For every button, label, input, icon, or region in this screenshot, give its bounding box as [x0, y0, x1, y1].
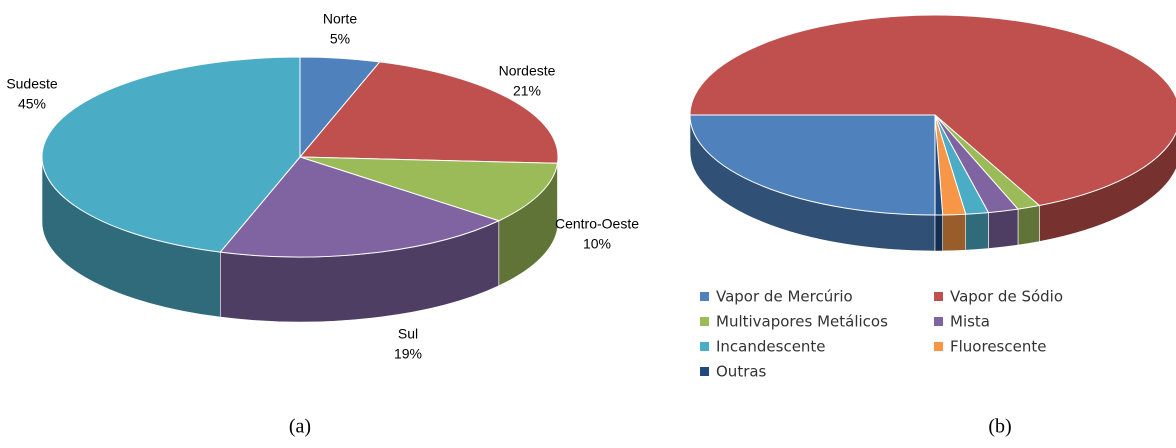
caption: (b): [988, 416, 1011, 438]
legend-label: Vapor de Mercúrio: [716, 288, 853, 306]
legend-swatch: [934, 317, 943, 326]
legend-label: Fluorescente: [950, 338, 1046, 356]
legend-swatch: [934, 342, 943, 351]
legend-swatch: [700, 317, 709, 326]
slice-label: Sudeste: [6, 76, 58, 92]
pie-side: [988, 208, 1019, 249]
pie-slice: [689, 114, 936, 216]
value-label: 5%: [330, 31, 350, 47]
legend-swatch: [700, 367, 709, 376]
value-label: 19%: [394, 346, 422, 362]
value-label: 45%: [18, 96, 46, 112]
legend-label: Incandescente: [716, 338, 826, 356]
slice-label: Norte: [323, 11, 357, 27]
legend-swatch: [934, 292, 943, 301]
pie-slice: [298, 61, 559, 164]
legend-label: Vapor de Sódio: [950, 288, 1063, 306]
pie-slice: [219, 156, 501, 258]
legend-label: Multivapores Metálicos: [716, 313, 888, 331]
slice-label: Centro-Oeste: [555, 216, 639, 232]
pie-slice: [299, 156, 559, 222]
legend-label: Outras: [716, 363, 767, 381]
pie-slice: [689, 14, 1176, 207]
legend-swatch: [700, 342, 709, 351]
pie-side: [965, 212, 989, 251]
pie-side: [942, 213, 967, 252]
pie-side: [934, 214, 943, 252]
value-label: 10%: [583, 236, 611, 252]
legend-label: Mista: [950, 313, 990, 331]
slice-label: Nordeste: [499, 63, 556, 79]
caption: (a): [289, 416, 311, 438]
pie-slice: [41, 56, 301, 253]
pie-side: [1017, 205, 1040, 246]
pie-slice: [934, 114, 944, 216]
slice-label: Sul: [398, 326, 418, 342]
value-label: 21%: [513, 83, 541, 99]
legend-swatch: [700, 292, 709, 301]
